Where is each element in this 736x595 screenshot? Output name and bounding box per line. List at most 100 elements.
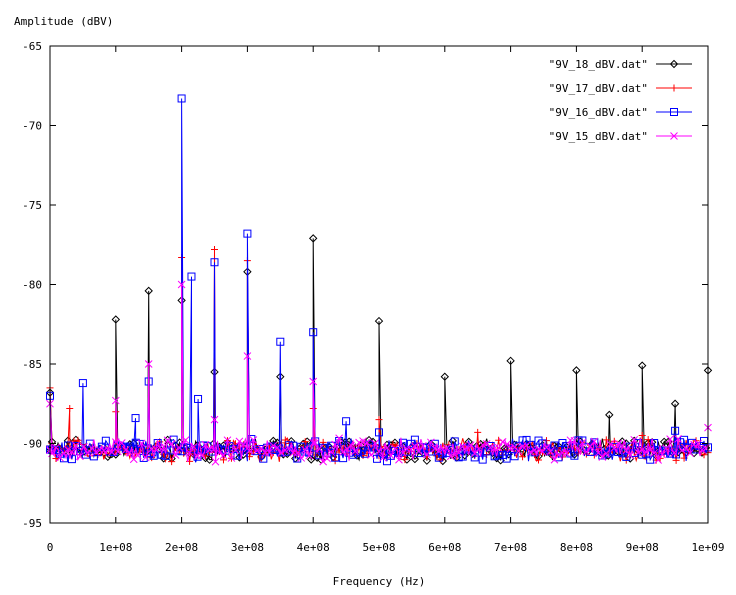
data-point (426, 438, 435, 447)
x-tick-label: 6e+08 (428, 541, 461, 554)
data-point (367, 451, 375, 459)
data-point (113, 447, 122, 456)
data-point (694, 439, 702, 448)
plot-area (45, 94, 713, 466)
data-point (201, 440, 210, 449)
data-point (189, 442, 198, 451)
data-point (450, 437, 459, 446)
data-point (401, 456, 409, 464)
data-point (223, 436, 232, 445)
data-point (662, 444, 670, 452)
data-point (351, 447, 359, 456)
data-point (125, 448, 134, 457)
legend-entry: "9V_16_dBV.dat" (549, 106, 692, 119)
data-point (167, 439, 176, 448)
data-point (327, 448, 335, 456)
data-point (249, 436, 258, 444)
peak-point (605, 410, 614, 420)
peak-point (671, 426, 680, 435)
peak-point (144, 286, 153, 296)
x-tick-label: 3e+08 (231, 541, 264, 554)
x-tick-label: 1e+08 (99, 541, 132, 554)
data-point (574, 444, 583, 453)
data-point (634, 439, 643, 448)
data-point (383, 444, 391, 452)
data-point (159, 442, 168, 451)
data-point (103, 445, 112, 454)
peak-point (374, 316, 384, 326)
data-point (168, 458, 176, 466)
data-point (446, 452, 455, 461)
peak-point (670, 399, 680, 408)
data-point (121, 445, 130, 454)
peak-point (309, 377, 318, 386)
peak-point (66, 405, 74, 413)
axes: 0 1e+08 2e+08 3e+08 4e+08 5e+08 6e+08 7e+08 8e+0… (22, 40, 724, 554)
data-point (658, 450, 666, 459)
peak-point (276, 337, 285, 346)
data-point (430, 444, 439, 453)
x-tick-label: 1e+09 (691, 541, 724, 554)
data-point (151, 445, 160, 454)
peak-point (194, 394, 203, 403)
data-point (301, 445, 310, 454)
legend-marker (670, 84, 678, 92)
data-point (335, 436, 344, 445)
data-point (219, 451, 228, 460)
data-point (269, 441, 278, 450)
data-point (80, 442, 88, 451)
data-point (666, 435, 674, 443)
data-point (522, 441, 531, 450)
data-point (570, 436, 579, 445)
data-point (562, 449, 571, 458)
data-point (395, 455, 403, 464)
data-point (486, 442, 495, 451)
peak-point (111, 396, 120, 405)
data-point (466, 441, 475, 449)
data-point (650, 439, 659, 448)
legend: "9V_18_dBV.dat" "9V_17_dBV.dat" "9V_16_dBV… (549, 58, 692, 143)
data-point (273, 443, 282, 452)
data-point (64, 445, 72, 454)
x-axis-label: Frequency (Hz) (333, 575, 426, 588)
data-point (133, 451, 142, 460)
peak-point (440, 372, 450, 381)
data-point (311, 439, 320, 447)
data-point (546, 447, 555, 455)
y-tick-label: -85 (22, 358, 42, 371)
data-point (647, 438, 657, 447)
data-point (387, 451, 395, 460)
data-point (67, 455, 76, 464)
data-point (646, 446, 655, 454)
peak-point (243, 229, 252, 238)
data-point (197, 451, 206, 460)
data-point (411, 442, 419, 450)
y-tick-label: -70 (22, 120, 42, 133)
peak-point (309, 328, 318, 337)
data-point (159, 454, 168, 463)
peak-point (474, 428, 482, 436)
data-point (458, 452, 467, 461)
data-point (361, 449, 370, 458)
data-point (355, 438, 363, 447)
peak-point (210, 258, 219, 267)
peak-point (177, 94, 186, 103)
data-point (535, 456, 543, 464)
data-point (323, 454, 332, 463)
legend-entry: "9V_15_dBV.dat" (549, 130, 692, 143)
peak-point (210, 415, 219, 424)
x-tick-label: 5e+08 (362, 541, 395, 554)
data-point (590, 438, 599, 447)
data-point (514, 447, 523, 456)
data-point (289, 441, 298, 450)
data-point (642, 448, 651, 457)
data-point (419, 441, 427, 450)
data-point (52, 443, 60, 452)
data-point (478, 455, 487, 464)
x-tick-label: 7e+08 (494, 541, 527, 554)
series-line (49, 284, 709, 462)
data-point (582, 447, 591, 456)
data-point (117, 439, 126, 447)
data-point (68, 447, 76, 456)
data-point (223, 438, 232, 447)
